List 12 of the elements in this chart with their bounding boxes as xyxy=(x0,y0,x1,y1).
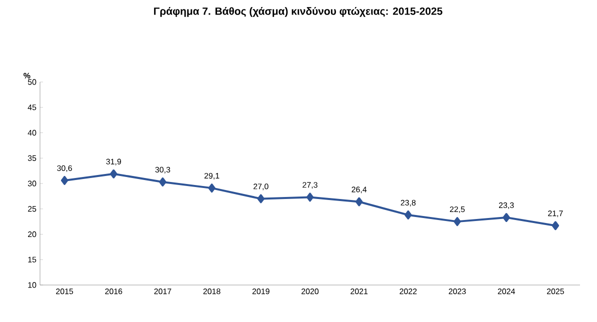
point xyxy=(306,192,314,202)
point xyxy=(552,221,560,230)
point xyxy=(60,176,68,185)
point xyxy=(257,194,265,204)
point xyxy=(208,184,216,193)
chart-title: Γράφημα 7. Βάθος (χάσμα) κινδύνου φτώχειας: 2015-2025 xyxy=(154,7,442,17)
point xyxy=(404,210,412,220)
point xyxy=(355,197,363,206)
point xyxy=(159,177,166,186)
point xyxy=(110,169,118,178)
point xyxy=(502,213,510,222)
point xyxy=(454,217,461,226)
